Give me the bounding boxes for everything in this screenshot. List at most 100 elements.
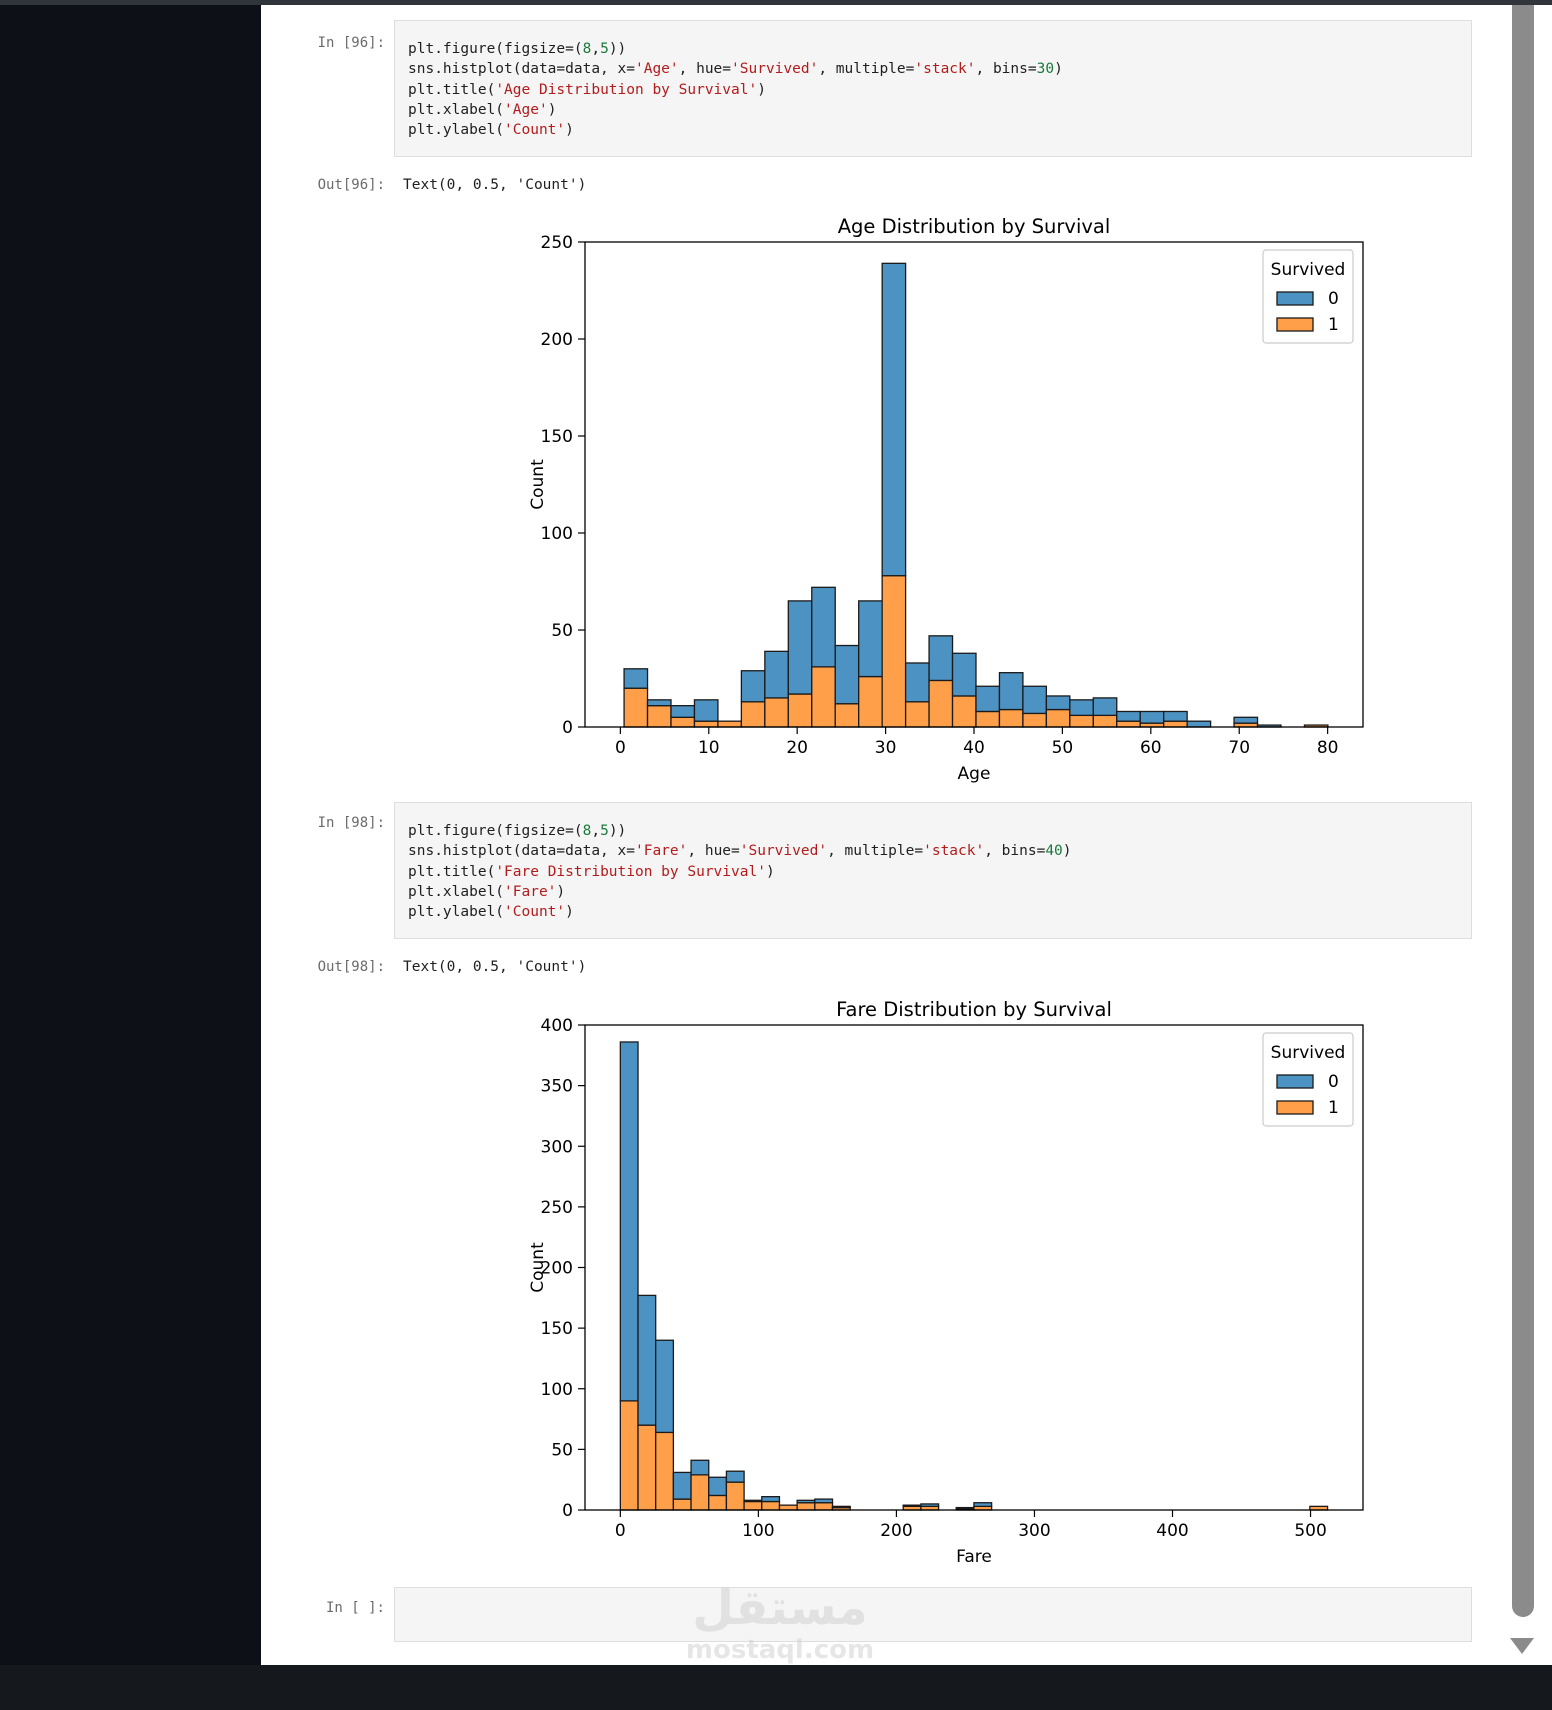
bar-survived-0 <box>811 586 836 668</box>
bar-survived-1 <box>814 1502 834 1511</box>
code-string: 'Fare Distribution by Survival' <box>495 863 766 880</box>
bar-survived-1 <box>975 710 1001 728</box>
bar-survived-1 <box>951 695 977 728</box>
bar-survived-0 <box>928 635 954 682</box>
legend-swatch <box>1276 317 1314 332</box>
code-text: plt.figure(figsize=(8,5)) sns.histplot(d… <box>408 821 1458 922</box>
x-tick-label: 400 <box>1156 1521 1188 1541</box>
empty-code-cell[interactable] <box>394 1587 1472 1642</box>
bar-survived-1 <box>743 1500 763 1511</box>
legend-entry-label: 1 <box>1328 1098 1339 1118</box>
bar-survived-1 <box>778 1504 798 1511</box>
x-tick-label: 0 <box>615 738 626 758</box>
code-token: ) <box>765 863 775 880</box>
code-token: plt.xlabel( <box>408 883 505 900</box>
code-number: 30 <box>1036 61 1055 78</box>
bar-survived-0 <box>764 650 789 699</box>
bar-survived-0 <box>787 600 813 695</box>
code-token: , hue= <box>687 843 740 860</box>
x-tick-label: 200 <box>880 1521 912 1541</box>
input-prompt: In [96]: <box>317 35 385 51</box>
legend-title: Survived <box>1271 260 1346 280</box>
bar-survived-0 <box>761 1496 781 1503</box>
code-token: , <box>591 41 601 57</box>
code-string: 'stack' <box>914 61 976 78</box>
code-number: 5 <box>600 823 609 839</box>
bar-survived-0 <box>740 670 766 703</box>
bar-survived-1 <box>708 1494 728 1511</box>
bar-survived-1 <box>904 701 930 728</box>
bar-survived-0 <box>796 1499 816 1504</box>
bar-survived-0 <box>881 262 907 577</box>
bar-survived-0 <box>646 699 672 707</box>
code-token: sns.histplot(data=data, x= <box>408 61 635 78</box>
code-token: plt.title( <box>408 81 496 98</box>
bar-survived-1 <box>672 1498 692 1511</box>
code-token: plt.xlabel( <box>408 101 505 118</box>
x-tick-label: 30 <box>875 738 897 758</box>
code-token: plt.title( <box>408 863 496 880</box>
bar-survived-0 <box>725 1470 745 1483</box>
code-string: 'Fare' <box>634 843 688 860</box>
x-tick-label: 100 <box>742 1521 774 1541</box>
bar-survived-1 <box>764 697 789 728</box>
x-axis-label: Age <box>958 764 991 784</box>
bar-survived-0 <box>834 644 860 705</box>
code-string: 'Survived' <box>739 843 828 860</box>
top-bar <box>0 0 1552 5</box>
legend-title: Survived <box>1271 1043 1346 1063</box>
bar-survived-0 <box>743 1499 763 1503</box>
bar-survived-0 <box>672 1471 692 1500</box>
code-number: 5 <box>600 41 609 57</box>
bar-survived-0 <box>920 1503 940 1508</box>
output-prompt: Out[98]: <box>317 959 385 975</box>
y-tick-label: 50 <box>551 621 573 641</box>
code-token: sns.histplot(data=data, x= <box>408 843 635 860</box>
bar-survived-0 <box>1092 697 1118 717</box>
bar-survived-1 <box>740 701 766 728</box>
y-tick-label: 400 <box>541 1016 573 1036</box>
bar-survived-1 <box>717 720 743 728</box>
y-tick-label: 0 <box>562 1501 573 1521</box>
bar-survived-0 <box>858 600 883 678</box>
code-token: plt.ylabel( <box>408 122 505 139</box>
code-text: plt.figure(figsize=(8,5)) sns.histplot(d… <box>408 39 1458 140</box>
y-tick-label: 250 <box>541 233 573 253</box>
code-string: 'Survived' <box>731 61 819 78</box>
x-tick-label: 20 <box>786 738 808 758</box>
code-token: )) <box>608 41 627 57</box>
watermark-latin: mostaql.com <box>685 1635 875 1665</box>
legend-entry-label: 1 <box>1328 315 1339 335</box>
bar-survived-1 <box>655 1431 675 1511</box>
code-token: , bins= <box>975 61 1037 78</box>
code-token: plt.ylabel( <box>408 904 505 921</box>
code-token: , hue= <box>678 61 732 78</box>
plot-frame <box>584 1024 1364 1511</box>
code-number: 40 <box>1045 843 1063 860</box>
code-token: , bins= <box>984 843 1046 860</box>
bar-survived-1 <box>881 575 907 728</box>
bar-survived-1 <box>928 679 954 728</box>
bar-survived-0 <box>708 1476 728 1497</box>
code-token: plt.figure(figsize=( <box>408 823 583 839</box>
bar-survived-0 <box>623 668 649 689</box>
bottom-bar <box>0 1665 1552 1710</box>
bar-survived-1 <box>787 693 813 728</box>
code-string: 'Count' <box>504 904 566 921</box>
bar-survived-0 <box>1069 699 1094 717</box>
code-string: 'Fare' <box>504 883 557 900</box>
bar-survived-1 <box>998 708 1024 728</box>
scrollbar-thumb[interactable] <box>1512 5 1534 1617</box>
code-string: 'stack' <box>923 843 985 860</box>
watermark-arabic: مستقل <box>692 1580 868 1636</box>
code-string: 'Age' <box>504 101 548 118</box>
code-cell[interactable]: plt.figure(figsize=(8,5)) sns.histplot(d… <box>394 802 1472 939</box>
notebook-panel: In [96]: plt.figure(figsize=(8,5)) sns.h… <box>261 5 1510 1665</box>
scroll-down-arrow-icon[interactable] <box>1510 1638 1534 1654</box>
code-number: 8 <box>582 823 592 839</box>
code-token: ) <box>556 883 566 900</box>
bar-survived-1 <box>1022 712 1048 728</box>
code-cell[interactable]: plt.figure(figsize=(8,5)) sns.histplot(d… <box>394 20 1472 157</box>
